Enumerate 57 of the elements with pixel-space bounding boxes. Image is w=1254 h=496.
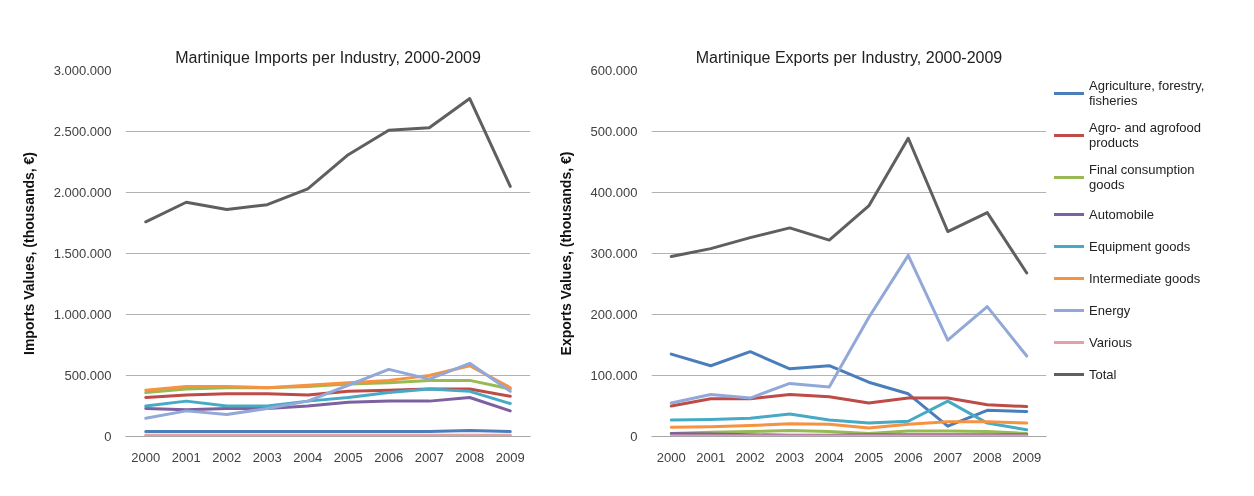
x-tick-label: 2008: [455, 449, 485, 465]
line-series: [144, 361, 512, 420]
legend-label: Intermediate goods: [1089, 270, 1201, 286]
line-series: [144, 395, 512, 413]
y-tick-label: 1.000.000: [53, 307, 112, 322]
y-tick-label: 2.500.000: [53, 124, 112, 139]
line-series: [669, 420, 1029, 430]
chart-title: Martinique Imports per Industry, 2000-2009: [175, 48, 481, 66]
x-tick-label: 2005: [854, 449, 884, 465]
y-axis-title: Imports Values, (thousands, €): [20, 151, 37, 356]
x-tick-label: 2000: [656, 449, 686, 465]
x-tick-label: 2005: [333, 449, 363, 465]
x-tick-label: 2009: [495, 449, 525, 465]
x-tick-label: 2004: [814, 449, 844, 465]
x-tick-label: 2001: [171, 449, 201, 465]
chart-title: Martinique Exports per Industry, 2000-2009: [695, 48, 1003, 66]
line-series: [669, 253, 1029, 405]
y-tick-label: 500.000: [590, 124, 638, 139]
line-series: [669, 350, 1029, 428]
x-tick-label: 2002: [212, 449, 242, 465]
x-tick-label: 2007: [933, 449, 963, 465]
x-tick-label: 2003: [775, 449, 805, 465]
y-tick-label: 100.000: [590, 368, 638, 383]
legend-label: Energy: [1089, 302, 1131, 318]
y-tick-label: 0: [630, 429, 638, 444]
x-tick-label: 2002: [735, 449, 765, 465]
y-tick-label: 300.000: [590, 246, 638, 261]
x-tick-label: 2007: [414, 449, 444, 465]
x-tick-label: 2000: [131, 449, 161, 465]
x-tick-label: 2001: [696, 449, 726, 465]
legend-label: Agriculture, forestry, fisheries: [1089, 78, 1205, 108]
legend-label: Equipment goods: [1089, 238, 1191, 254]
legend-label: Agro- and agrofood products: [1089, 120, 1202, 150]
x-tick-label: 2008: [972, 449, 1002, 465]
y-tick-label: 600.000: [590, 63, 638, 78]
x-tick-label: 2009: [1012, 449, 1042, 465]
legend-label: Total: [1089, 366, 1117, 382]
y-tick-label: 3.000.000: [53, 63, 112, 78]
y-axis-title: Exports Values, (thousands, €): [557, 151, 574, 356]
legend-label: Final consumption goods: [1089, 162, 1195, 192]
line-series: [144, 97, 512, 224]
line-series: [669, 392, 1029, 409]
x-tick-label: 2006: [374, 449, 404, 465]
y-tick-label: 500.000: [64, 368, 112, 383]
x-tick-label: 2006: [893, 449, 923, 465]
y-tick-label: 400.000: [590, 185, 638, 200]
y-tick-label: 2.000.000: [53, 185, 112, 200]
y-tick-label: 200.000: [590, 307, 638, 322]
line-series: [144, 387, 512, 408]
x-tick-label: 2003: [252, 449, 282, 465]
line-series: [669, 136, 1029, 275]
y-tick-label: 1.500.000: [53, 246, 112, 261]
line-series: [669, 399, 1029, 432]
y-tick-label: 0: [104, 429, 112, 444]
x-tick-label: 2004: [293, 449, 323, 465]
legend-label: Various: [1089, 334, 1133, 350]
legend-label: Automobile: [1089, 206, 1155, 222]
